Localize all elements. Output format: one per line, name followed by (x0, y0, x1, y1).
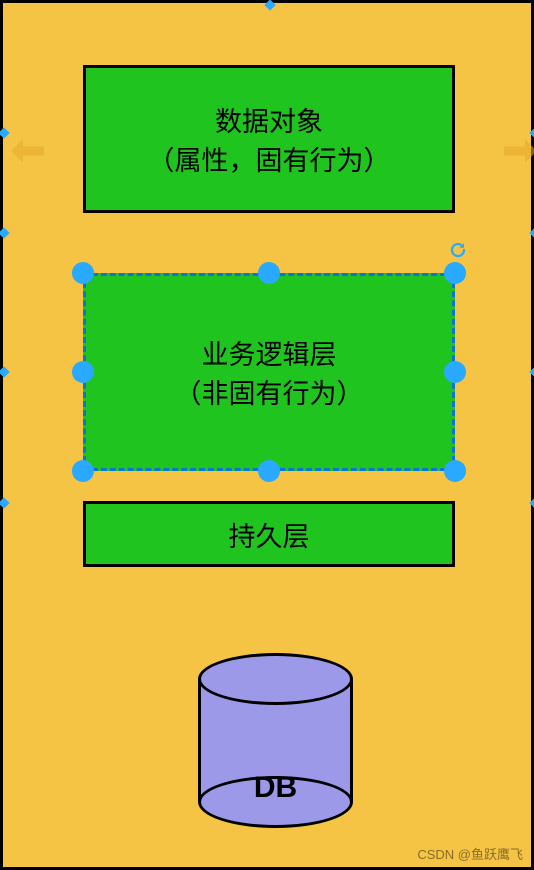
arrow-left-icon[interactable] (11, 133, 47, 174)
selection-handle[interactable] (444, 262, 466, 284)
edge-handle[interactable] (0, 366, 10, 377)
business_logic-line1: 业务逻辑层 (202, 333, 337, 372)
edge-handle[interactable] (264, 0, 275, 11)
business_logic-line2: （非固有行为） (175, 372, 364, 411)
diagram-canvas: 数据对象（属性，固有行为） 业务逻辑层（非固有行为） 持久层 DB CSDN @鱼跃鹰飞 (0, 0, 534, 870)
data_object-box[interactable]: 数据对象（属性，固有行为） (83, 65, 455, 213)
arrow-right-icon[interactable] (501, 133, 534, 174)
watermark: CSDN @鱼跃鹰飞 (417, 844, 523, 863)
selection-handle[interactable] (444, 361, 466, 383)
data_object-line2: （属性，固有行为） (148, 139, 391, 178)
selection-handle[interactable] (444, 460, 466, 482)
edge-handle[interactable] (0, 497, 10, 508)
database-cylinder[interactable]: DB (198, 653, 353, 828)
selection-handle[interactable] (258, 262, 280, 284)
selection-handle[interactable] (72, 361, 94, 383)
selection-handle[interactable] (72, 262, 94, 284)
database-label: DB (198, 771, 353, 805)
edge-handle[interactable] (529, 497, 534, 508)
persistence-box[interactable]: 持久层 (83, 501, 455, 567)
data_object-line1: 数据对象 (215, 100, 323, 139)
rotate-icon[interactable] (449, 241, 467, 264)
edge-handle[interactable] (0, 127, 10, 138)
edge-handle[interactable] (0, 227, 10, 238)
persistence-line1: 持久层 (229, 515, 310, 554)
business_logic-box[interactable]: 业务逻辑层（非固有行为） (83, 273, 455, 471)
edge-handle[interactable] (529, 227, 534, 238)
selection-handle[interactable] (72, 460, 94, 482)
selection-handle[interactable] (258, 460, 280, 482)
edge-handle[interactable] (529, 366, 534, 377)
